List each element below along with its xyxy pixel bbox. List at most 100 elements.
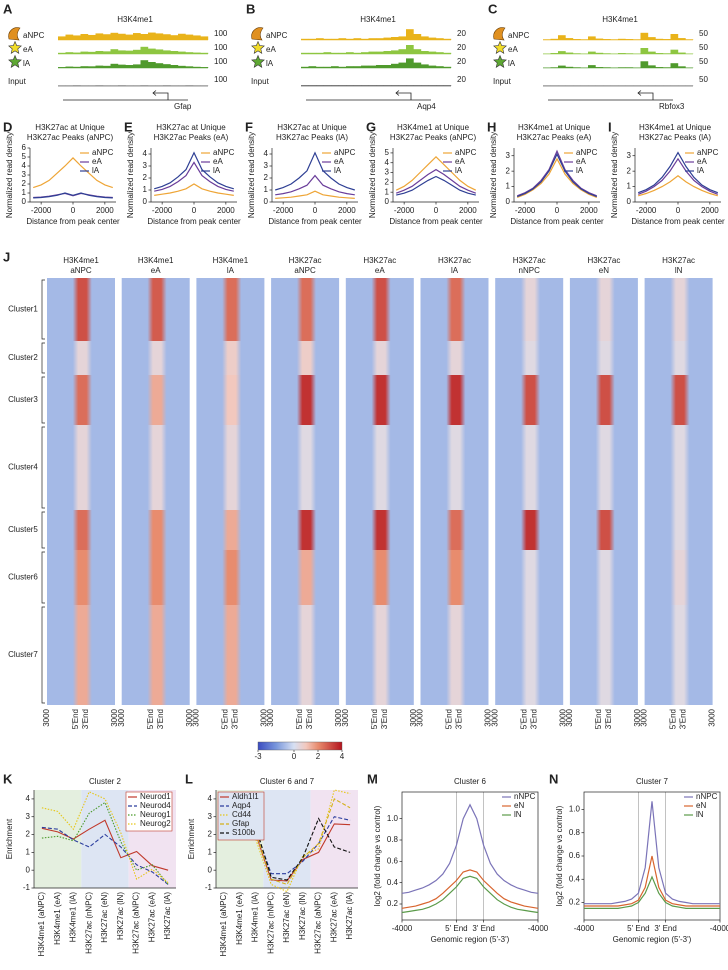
heatmap-cell [569,425,638,510]
series-line [154,183,234,196]
legend-label: aNPC [92,148,114,157]
heatmap-cell [345,375,414,425]
track-signal [663,53,671,54]
track-signal [603,39,611,40]
track-signal [73,52,81,54]
y-tick-label: 4 [264,149,269,158]
series-line [516,157,598,198]
panel-label: M [367,771,378,786]
y-tick-label: 3 [506,151,511,160]
track-signal [543,39,551,40]
track-signal [148,48,156,54]
cluster-label: Cluster2 [8,353,38,362]
x-tick-label: H3K27ac (eN) [100,892,109,943]
x-tick-label: H3K27ac (aNPC) [314,892,323,954]
x-axis-label: Genomic region (5'-3') [431,935,510,944]
track-signal [595,38,604,40]
y-tick-label: 1.0 [387,814,399,823]
cluster-bracket [41,511,45,549]
track-signal [331,66,339,68]
panel-title: H3K27ac Peaks (lA) [276,133,348,142]
series-line [638,175,718,197]
heatmap-cell [121,550,190,605]
cluster-label: Cluster5 [8,525,38,534]
track-signal [670,34,679,40]
track-signal [670,49,679,54]
x-tick-label: 5'End [594,709,603,729]
y-tick-label: 3 [143,161,148,170]
x-tick-label: 3000 [640,708,649,726]
x-tick-label: -2000 [515,206,536,215]
track-signal [346,66,354,68]
track-signal [413,34,422,40]
heatmap-cell [121,425,190,510]
track-scale: 100 [214,57,228,66]
track-signal [640,48,649,54]
axes [271,148,358,203]
panel-title: Cluster 2 [89,777,122,786]
series-line [637,151,719,194]
column-title: H3K27ac [363,256,396,265]
x-tick-label: 3000 [185,708,194,726]
track-signal [118,33,126,40]
panel-title: H3K4me1 [360,15,396,24]
track-signal [610,39,619,40]
cell-icon [493,27,506,41]
y-tick-label: 0 [143,197,148,206]
column-title: H3K4me1 [63,256,99,265]
y-tick-label: 4 [385,158,390,167]
track-signal [618,53,626,54]
track-signal [353,52,362,54]
track-signal [185,66,194,68]
group-band [310,790,358,888]
track-name: Input [8,77,27,86]
track-scale: 20 [457,57,466,66]
track-signal [391,50,399,54]
series-line [154,161,234,192]
cluster-bracket [41,551,45,604]
y-tick-label: 2 [627,166,632,175]
cluster-label: Cluster6 [8,573,38,582]
series-line [41,791,169,884]
cluster-bracket [41,279,45,340]
x-tick-label: H3K27ac (aNPC) [132,892,141,954]
track-signal [663,67,671,68]
legend-label: aNPC [334,148,356,157]
heatmap-cell [420,375,489,425]
track-signal [588,65,596,68]
x-tick-label: 3000 [260,708,269,726]
track-signal [353,85,362,86]
x-tick-label: 3000 [484,708,493,726]
track-signal [148,62,156,68]
legend-label: lA [455,166,463,175]
series-line [584,855,720,907]
x-tick-label: 0 [676,206,681,215]
track-signal [633,39,641,40]
y-tick-label: 2 [385,177,390,186]
panel-title: H3K27ac at Unique [277,123,347,132]
x-tick-label: 3'End [380,709,389,729]
y-tick-label: 2 [208,830,213,839]
column-title: H3K27ac [513,256,546,265]
column-title: H3K27ac [438,256,471,265]
y-tick-label: 3 [385,168,390,177]
track-signal [361,85,369,86]
track-signal [618,38,626,40]
x-tick-label: -4000 [710,924,728,933]
group-band [263,790,311,888]
track-signal [148,32,156,40]
x-axis-label: Distance from peak center [389,217,483,226]
track-signal [413,49,422,54]
track-signal [338,66,347,68]
x-tick-label: 2000 [701,206,719,215]
track-name: lA [508,59,516,68]
column-title: H3K4me1 [138,256,174,265]
x-tick-label: 5'End [221,709,230,729]
track-signal [163,64,171,68]
track-signal [550,67,559,68]
y-tick-label: 5 [385,148,390,157]
track-signal [421,85,429,86]
y-tick-label: 0 [264,197,269,206]
track-signal [595,67,604,68]
heatmap-cell [345,510,414,550]
